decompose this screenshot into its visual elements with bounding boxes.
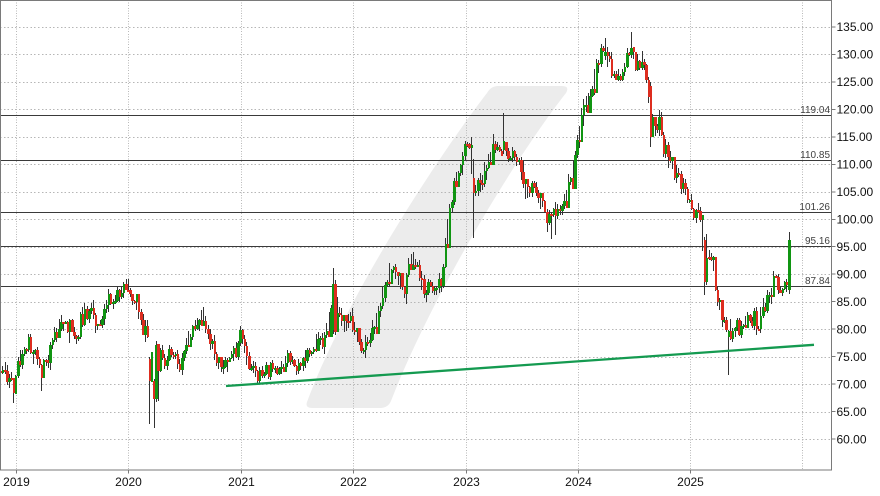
svg-text:90.00: 90.00 bbox=[837, 267, 867, 281]
svg-text:2024: 2024 bbox=[565, 475, 592, 489]
svg-text:87.84: 87.84 bbox=[805, 276, 830, 287]
svg-text:2025: 2025 bbox=[677, 475, 704, 489]
svg-text:110.85: 110.85 bbox=[800, 150, 830, 161]
svg-text:105.00: 105.00 bbox=[837, 185, 874, 199]
svg-text:85.00: 85.00 bbox=[837, 295, 867, 309]
svg-text:110.00: 110.00 bbox=[837, 158, 873, 172]
svg-text:65.00: 65.00 bbox=[837, 405, 867, 419]
svg-text:95.16: 95.16 bbox=[805, 236, 830, 247]
svg-text:135.00: 135.00 bbox=[837, 20, 874, 34]
svg-text:70.00: 70.00 bbox=[837, 377, 867, 391]
svg-text:2022: 2022 bbox=[340, 475, 367, 489]
svg-text:120.00: 120.00 bbox=[837, 103, 874, 117]
svg-text:2023: 2023 bbox=[453, 475, 480, 489]
svg-text:2019: 2019 bbox=[3, 475, 30, 489]
svg-text:101.26: 101.26 bbox=[799, 202, 830, 213]
svg-text:60.00: 60.00 bbox=[837, 432, 867, 446]
svg-text:75.00: 75.00 bbox=[837, 350, 867, 364]
svg-text:80.00: 80.00 bbox=[837, 322, 867, 336]
svg-text:2021: 2021 bbox=[228, 475, 255, 489]
svg-text:125.00: 125.00 bbox=[837, 75, 874, 89]
svg-text:119.04: 119.04 bbox=[800, 105, 830, 116]
svg-text:100.00: 100.00 bbox=[837, 213, 874, 227]
svg-text:95.00: 95.00 bbox=[837, 240, 867, 254]
svg-text:130.00: 130.00 bbox=[837, 48, 874, 62]
svg-text:115.00: 115.00 bbox=[837, 130, 873, 144]
svg-text:2020: 2020 bbox=[115, 475, 142, 489]
